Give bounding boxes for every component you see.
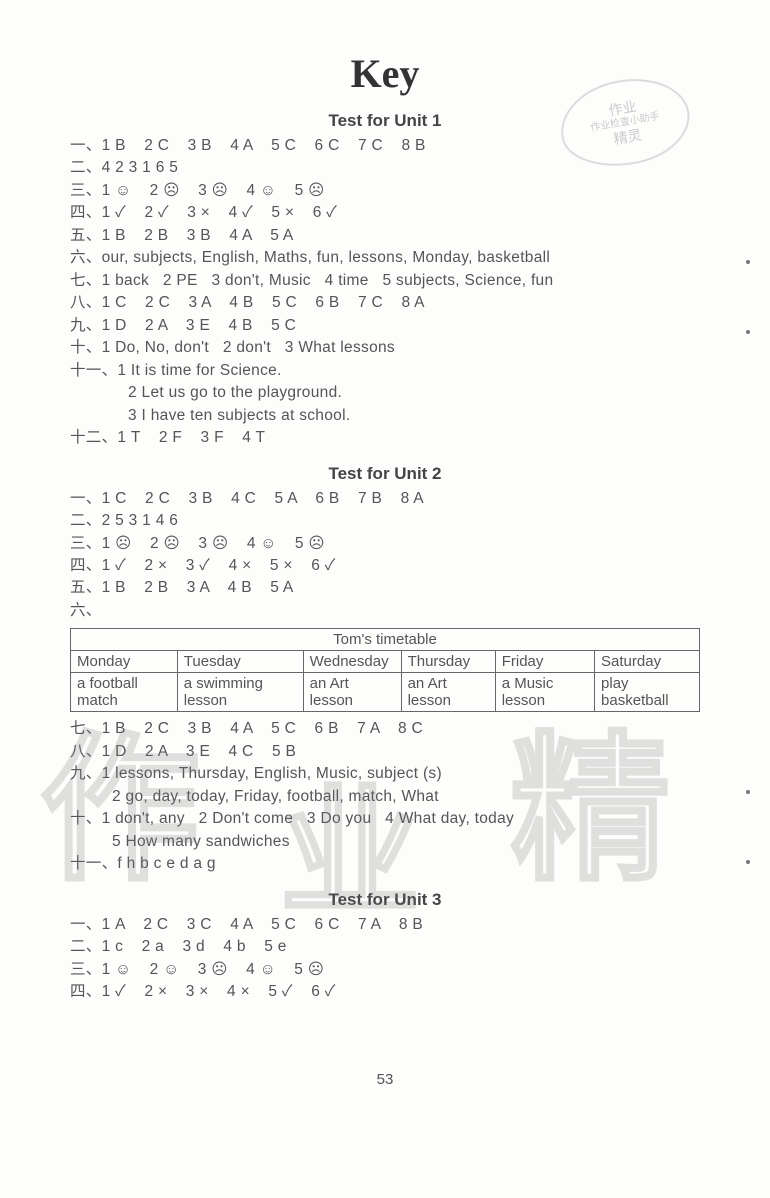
- unit1-line-11c: 3 I have ten subjects at school.: [70, 405, 700, 427]
- unit1-line-3: 三、1 ☺ 2 ☹ 3 ☹ 4 ☺ 5 ☹: [70, 180, 700, 202]
- unit1-line-4: 四、1 ✓ 2 ✓ 3 × 4 ✓ 5 × 6 ✓: [70, 202, 700, 224]
- unit1-line-5: 五、1 B 2 B 3 B 4 A 5 A: [70, 225, 700, 247]
- unit1-line-1: 一、1 B 2 C 3 B 4 A 5 C 6 C 7 C 8 B: [70, 135, 700, 157]
- timetable-header: Monday: [71, 651, 178, 673]
- unit3-line-2: 二、1 c 2 a 3 d 4 b 5 e: [70, 936, 700, 958]
- unit3-line-1: 一、1 A 2 C 3 C 4 A 5 C 6 C 7 A 8 B: [70, 914, 700, 936]
- unit1-line-12: 十二、1 T 2 F 3 F 4 T: [70, 427, 700, 449]
- timetable-header: Tuesday: [177, 651, 303, 673]
- unit2-line-7: 七、1 B 2 C 3 B 4 A 5 C 6 B 7 A 8 C: [70, 718, 700, 740]
- page-title: Key: [70, 50, 700, 97]
- unit2-line-9b: 2 go, day, today, Friday, football, matc…: [70, 786, 700, 808]
- page-number: 53: [0, 1071, 770, 1088]
- unit1-line-6: 六、our, subjects, English, Maths, fun, le…: [70, 247, 700, 269]
- unit1-line-7: 七、1 back 2 PE 3 don't, Music 4 time 5 su…: [70, 270, 700, 292]
- timetable-header: Saturday: [595, 651, 700, 673]
- unit2-line-4: 四、1 ✓ 2 × 3 ✓ 4 × 5 × 6 ✓: [70, 555, 700, 577]
- unit2-line-6: 六、: [70, 600, 700, 622]
- unit3-heading: Test for Unit 3: [70, 890, 700, 910]
- unit2-line-2: 二、2 5 3 1 4 6: [70, 510, 700, 532]
- timetable-cell: an Art lesson: [401, 673, 495, 712]
- unit1-line-9: 九、1 D 2 A 3 E 4 B 5 C: [70, 315, 700, 337]
- timetable-header: Wednesday: [303, 651, 401, 673]
- unit2-line-11: 十一、f h b c e d a g: [70, 853, 700, 875]
- unit1-line-11b: 2 Let us go to the playground.: [70, 382, 700, 404]
- timetable-cell: a swimming lesson: [177, 673, 303, 712]
- timetable-header: Thursday: [401, 651, 495, 673]
- unit2-line-1: 一、1 C 2 C 3 B 4 C 5 A 6 B 7 B 8 A: [70, 488, 700, 510]
- timetable-cell: a football match: [71, 673, 178, 712]
- unit2-line-10b: 5 How many sandwiches: [70, 831, 700, 853]
- unit2-line-3: 三、1 ☹ 2 ☹ 3 ☹ 4 ☺ 5 ☹: [70, 533, 700, 555]
- timetable-header: Friday: [495, 651, 594, 673]
- unit2-line-5: 五、1 B 2 B 3 A 4 B 5 A: [70, 577, 700, 599]
- unit1-line-2: 二、4 2 3 1 6 5: [70, 157, 700, 179]
- decorative-dot: [746, 260, 750, 264]
- unit2-line-10a: 十、1 don't, any 2 Don't come 3 Do you 4 W…: [70, 808, 700, 830]
- decorative-dot: [746, 330, 750, 334]
- unit3-line-4: 四、1 ✓ 2 × 3 × 4 × 5 ✓ 6 ✓: [70, 981, 700, 1003]
- timetable-header-row: Monday Tuesday Wednesday Thursday Friday…: [71, 651, 700, 673]
- unit1-line-11a: 十一、1 It is time for Science.: [70, 360, 700, 382]
- unit3-line-3: 三、1 ☺ 2 ☺ 3 ☹ 4 ☺ 5 ☹: [70, 959, 700, 981]
- timetable-cell: an Art lesson: [303, 673, 401, 712]
- timetable-title: Tom's timetable: [71, 629, 700, 651]
- unit2-line-8: 八、1 D 2 A 3 E 4 C 5 B: [70, 741, 700, 763]
- timetable-data-row: a football match a swimming lesson an Ar…: [71, 673, 700, 712]
- unit2-line-9a: 九、1 lessons, Thursday, English, Music, s…: [70, 763, 700, 785]
- timetable-cell: a Music lesson: [495, 673, 594, 712]
- unit1-line-8: 八、1 C 2 C 3 A 4 B 5 C 6 B 7 C 8 A: [70, 292, 700, 314]
- unit1-heading: Test for Unit 1: [70, 111, 700, 131]
- timetable-cell: play basketball: [595, 673, 700, 712]
- unit1-line-10: 十、1 Do, No, don't 2 don't 3 What lessons: [70, 337, 700, 359]
- decorative-dot: [746, 860, 750, 864]
- decorative-dot: [746, 790, 750, 794]
- unit2-heading: Test for Unit 2: [70, 464, 700, 484]
- toms-timetable: Tom's timetable Monday Tuesday Wednesday…: [70, 628, 700, 712]
